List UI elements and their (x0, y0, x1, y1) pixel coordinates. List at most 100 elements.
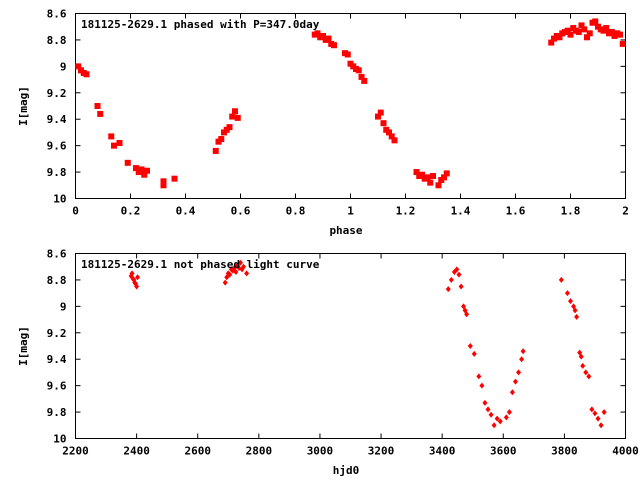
data-point (424, 174, 431, 181)
data-point (467, 343, 473, 349)
data-point (482, 399, 488, 406)
data-points (75, 18, 626, 189)
data-point (458, 283, 464, 290)
data-point (556, 34, 563, 41)
x-tick-label: 3800 (551, 445, 578, 458)
x-axis-label: hjd0 (333, 464, 360, 477)
data-point (448, 276, 454, 283)
data-point (608, 29, 615, 35)
data-point (619, 40, 626, 47)
data-point (601, 409, 607, 416)
data-point (419, 171, 425, 178)
data-point (430, 173, 436, 180)
data-point (598, 422, 604, 429)
x-tick-label: 1.8 (561, 205, 581, 218)
data-point (377, 109, 384, 116)
x-tick-label: 2200 (62, 445, 89, 458)
data-point (589, 406, 595, 413)
data-point (375, 113, 381, 120)
data-point (244, 270, 250, 277)
data-point (574, 313, 580, 320)
x-tick-label: 0.2 (121, 205, 141, 218)
data-point (241, 263, 247, 270)
data-point (548, 39, 555, 46)
data-point (388, 133, 395, 140)
y-tick-label: 8.6 (47, 8, 67, 21)
data-point (386, 129, 392, 136)
x-axis-label: phase (329, 224, 362, 237)
data-point (567, 31, 574, 38)
data-point (519, 356, 525, 363)
data-point (355, 67, 362, 74)
data-point (391, 137, 398, 144)
data-point (160, 182, 167, 189)
data-point (464, 311, 470, 318)
y-tick-label: 9.4 (47, 113, 67, 126)
data-point (568, 298, 573, 305)
data-point (344, 51, 351, 58)
data-point (603, 25, 610, 32)
data-point (494, 415, 500, 422)
x-tick-label: 2600 (184, 445, 211, 458)
data-point (476, 373, 482, 380)
data-point (380, 120, 387, 127)
y-tick-label: 10 (53, 193, 66, 206)
data-point (575, 29, 582, 35)
data-point (331, 42, 337, 49)
y-tick-label: 8.8 (47, 274, 67, 287)
y-tick-label: 8.8 (47, 34, 67, 47)
data-point (488, 411, 494, 418)
data-points (128, 259, 607, 429)
data-point (129, 270, 135, 277)
data-point (212, 147, 219, 154)
data-point (558, 276, 564, 283)
data-point (226, 124, 233, 131)
x-tick-label: 1.6 (506, 205, 526, 218)
unphased-light-curve-chart: 2200 2400 2600 2800 3000 3200 3400 3600 3800 4000… (17, 248, 639, 478)
data-point (314, 30, 321, 37)
y-axis-label: I[mag] (17, 326, 30, 366)
x-tick-label: 3400 (429, 445, 456, 458)
data-point (516, 369, 522, 376)
data-point (427, 179, 434, 186)
chart-title: 181125-2629.1 not phased light curve (81, 258, 320, 271)
x-tick-label: 2400 (123, 445, 150, 458)
y-tick-label: 9.8 (47, 406, 67, 419)
data-point (503, 414, 509, 421)
y-tick-label: 9.8 (47, 166, 67, 179)
data-point (75, 63, 82, 70)
data-point (564, 27, 571, 34)
data-point (491, 422, 497, 429)
data-point (456, 271, 462, 278)
data-point (454, 266, 460, 273)
data-point (520, 348, 526, 355)
data-point (83, 71, 90, 78)
data-point (94, 103, 101, 109)
y-tick-label: 10 (53, 433, 66, 446)
data-point (592, 410, 598, 417)
data-point (497, 418, 503, 425)
data-point (234, 114, 241, 121)
data-point (134, 283, 140, 290)
data-point (509, 389, 515, 396)
data-point (222, 279, 228, 286)
data-point (135, 274, 141, 281)
data-point (171, 175, 178, 182)
data-point (572, 307, 578, 314)
data-point (108, 133, 115, 140)
y-tick-label: 9.4 (47, 353, 67, 366)
x-tick-label: 1.2 (396, 205, 416, 218)
data-point (441, 174, 447, 181)
phased-light-curve-chart: 0 0.2 0.4 0.6 0.8 1 1.2 1.4 1.6 1.8 2 8.6 8.8 9 9.2 9.4… (17, 8, 629, 238)
x-tick-label: 0.6 (231, 205, 251, 218)
data-point (413, 169, 420, 176)
data-point (580, 362, 586, 369)
data-point (97, 110, 104, 117)
data-point (485, 406, 491, 413)
y-tick-label: 9.2 (47, 87, 67, 100)
data-point (506, 409, 512, 416)
data-point (617, 31, 623, 38)
data-point (578, 353, 584, 360)
axis-ticks: 0 0.2 0.4 0.6 0.8 1 1.2 1.4 1.6 1.8 2 8.6 8.8 9 9.2 9.4… (47, 8, 629, 218)
